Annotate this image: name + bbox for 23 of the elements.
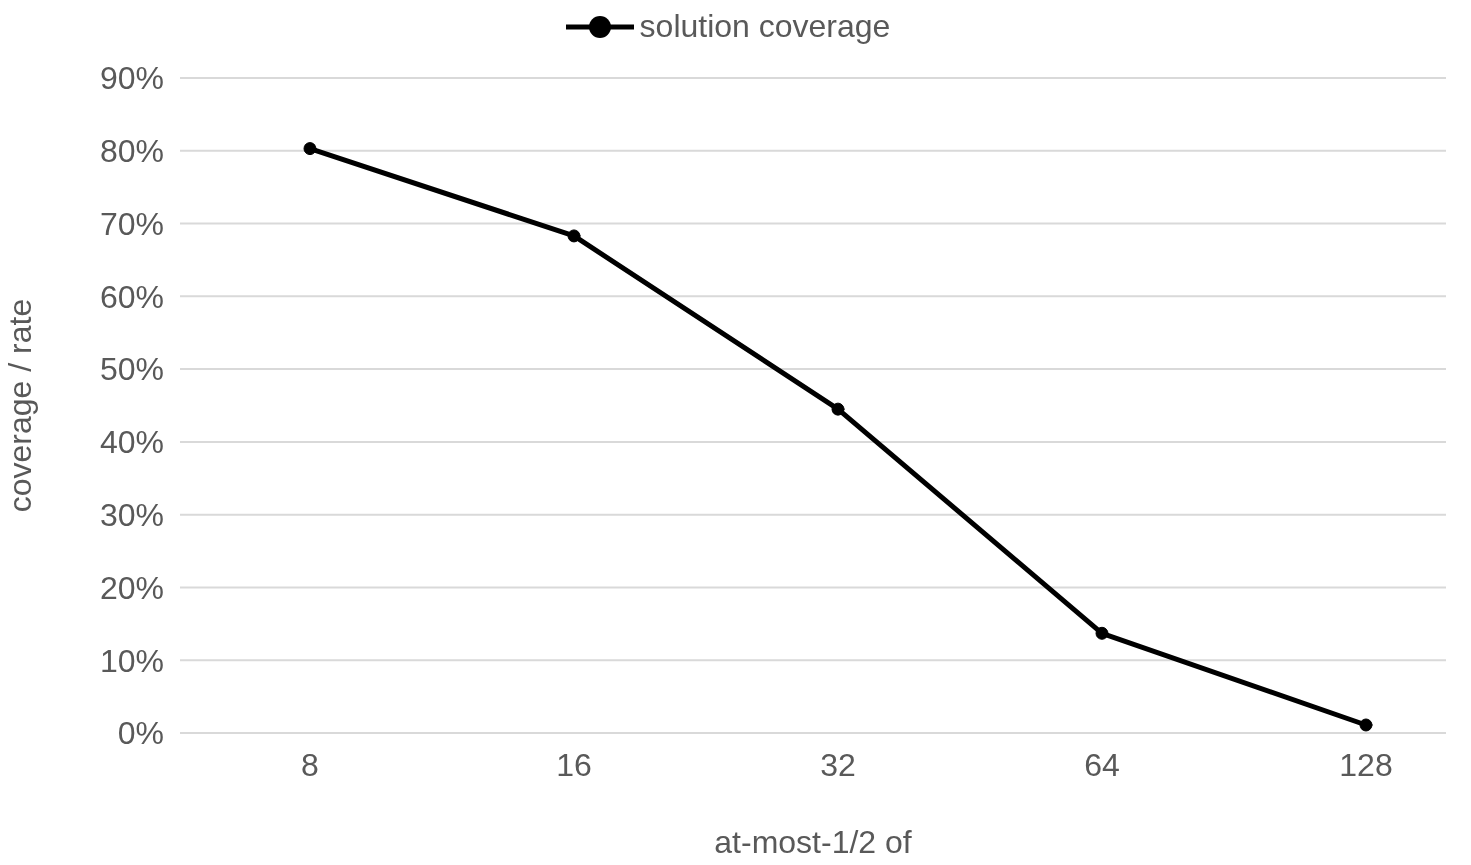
y-tick-label: 80% <box>99 133 164 170</box>
point <box>303 142 317 156</box>
point <box>567 229 581 243</box>
y-tick-label: 30% <box>99 497 164 534</box>
x-tick-label: 64 <box>1084 746 1120 783</box>
x-tick-label: 128 <box>1339 746 1393 783</box>
point <box>831 402 845 416</box>
point <box>1359 718 1373 732</box>
x-tick-label: 16 <box>556 746 592 783</box>
x-tick-label: 32 <box>820 746 856 783</box>
y-tick-label: 90% <box>99 60 164 97</box>
y-tick-label: 40% <box>99 424 164 461</box>
y-tick-label: 70% <box>99 205 164 242</box>
y-tick-label: 10% <box>99 642 164 679</box>
y-tick-label: 50% <box>99 351 164 388</box>
point <box>1095 626 1109 640</box>
legend-label: solution coverage <box>639 8 891 45</box>
y-tick-label: 60% <box>99 278 164 315</box>
x-tick-label: 8 <box>301 746 319 783</box>
y-tick-label: 20% <box>99 569 164 606</box>
x-axis-title: at-most-1/2 of <box>714 824 912 860</box>
y-tick-label: 0% <box>117 715 164 752</box>
y-axis-title: coverage / rate <box>2 298 39 513</box>
